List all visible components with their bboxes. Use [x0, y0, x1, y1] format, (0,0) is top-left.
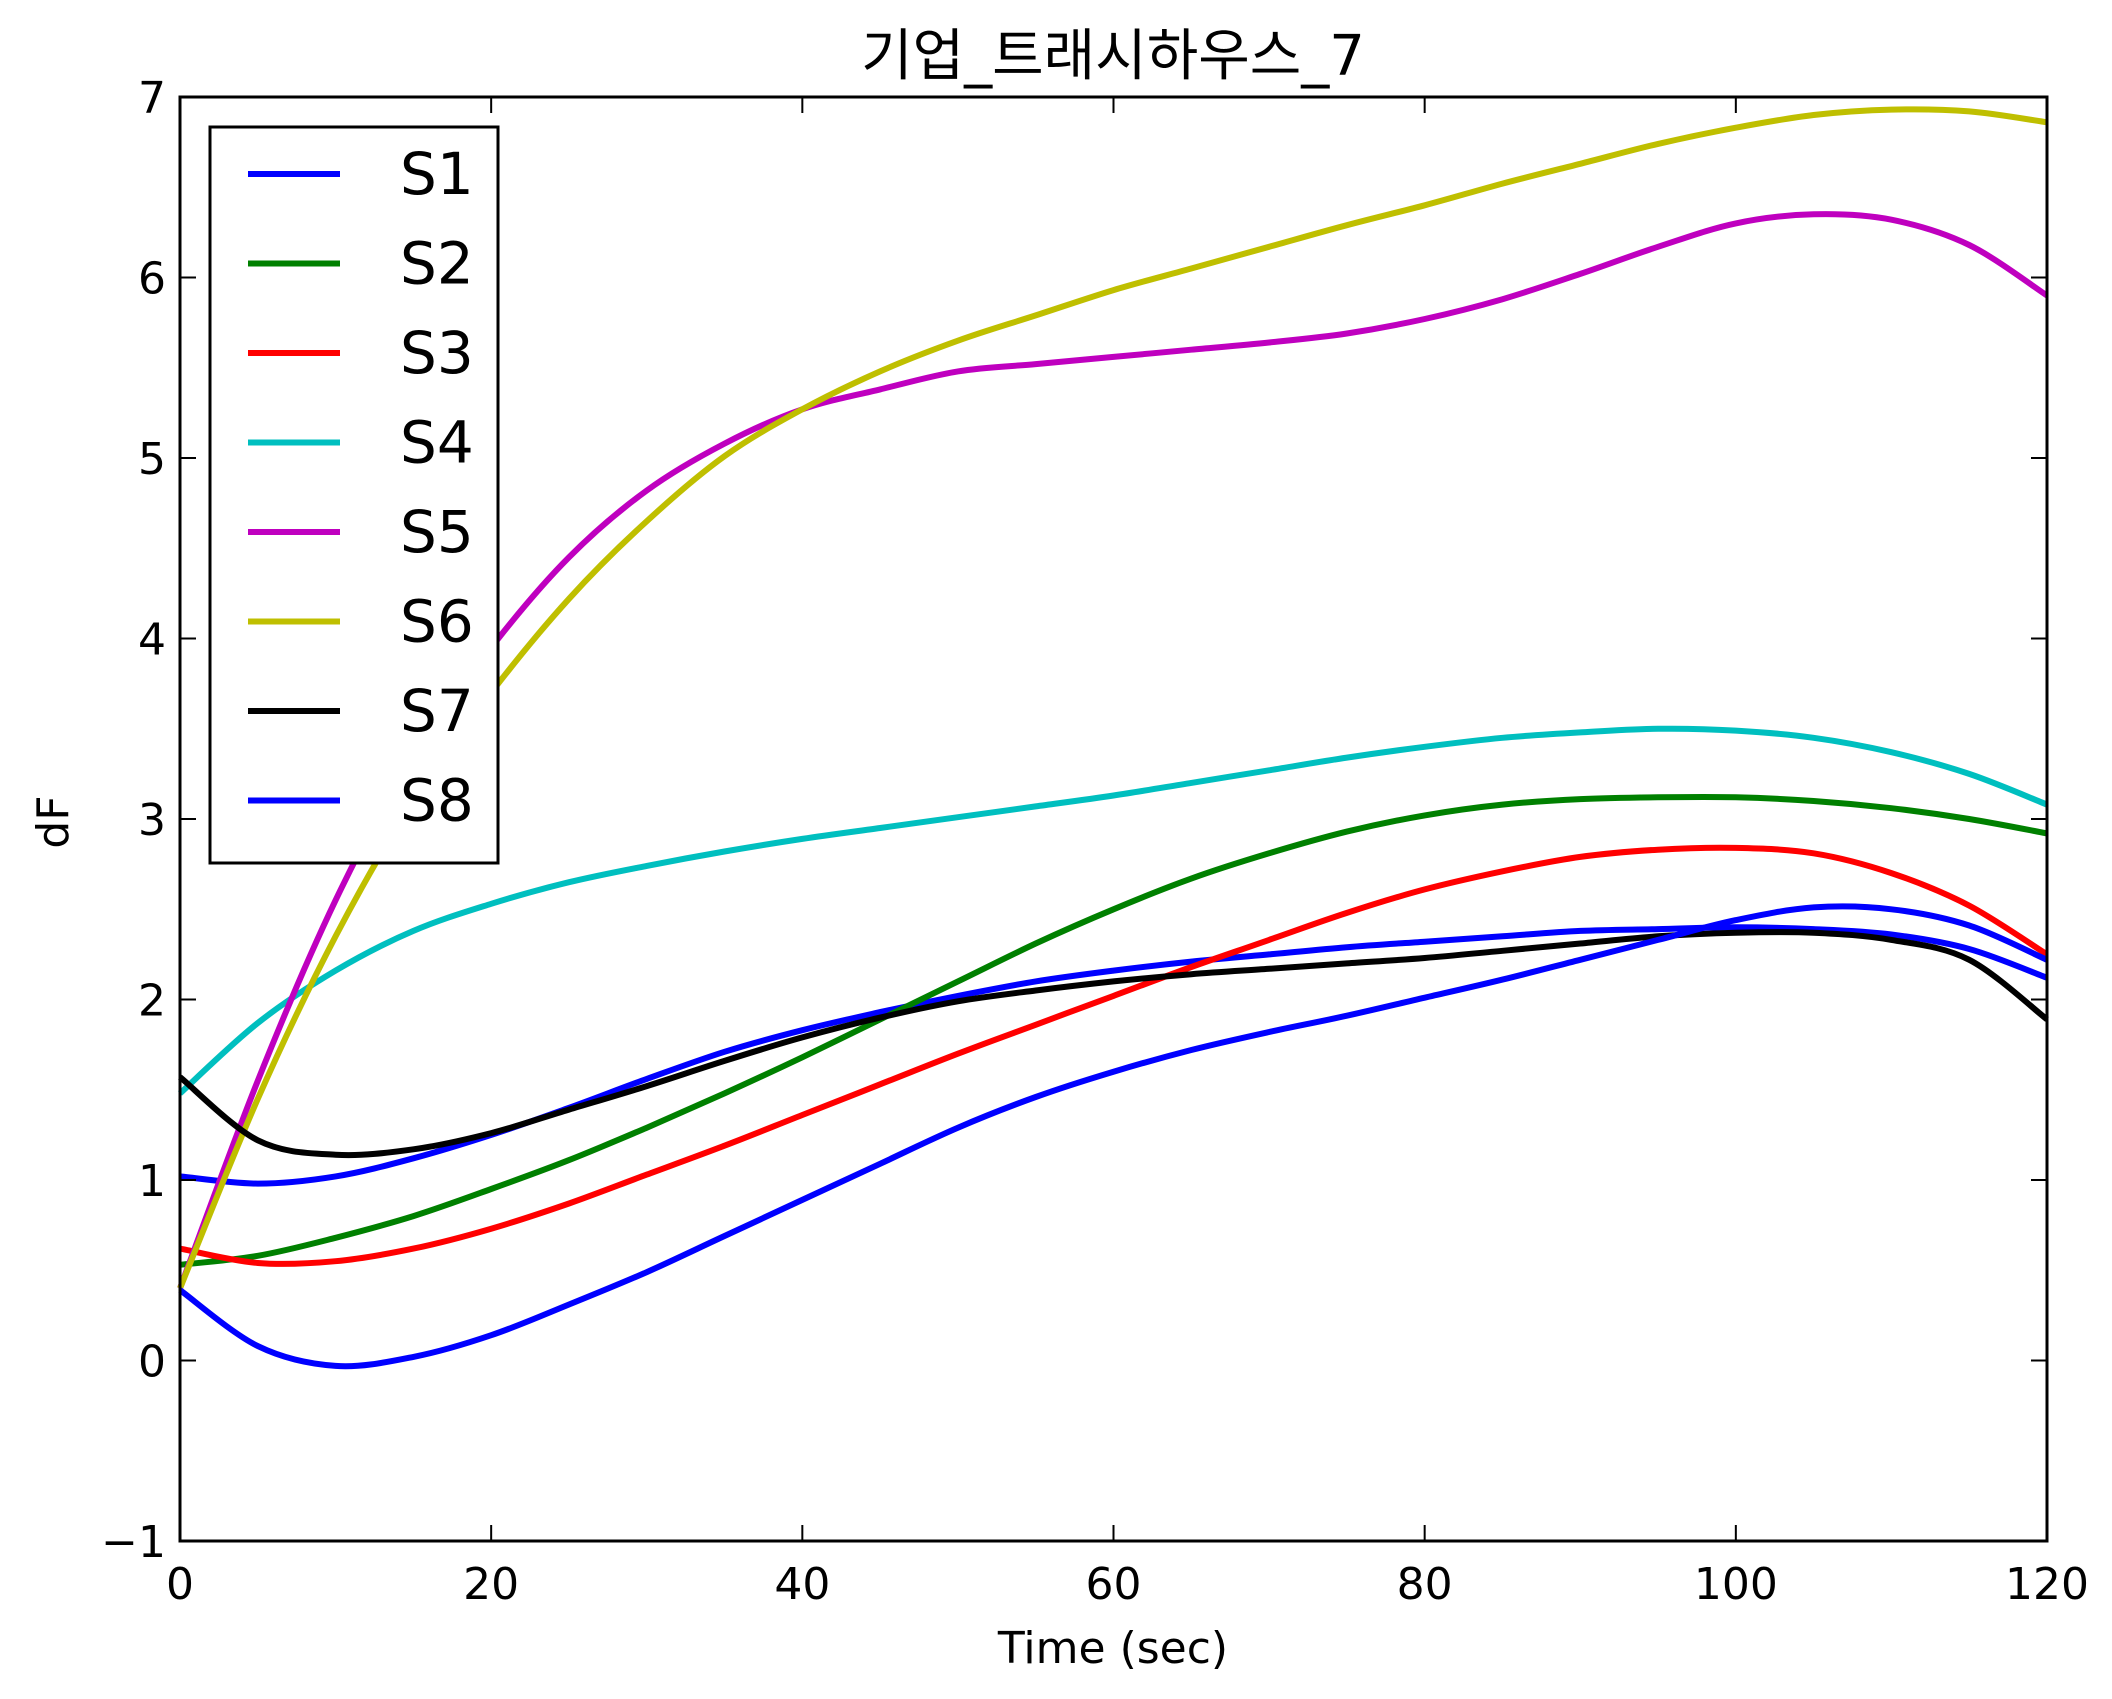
- legend-label: S8: [400, 767, 474, 835]
- x-tick-label: 20: [463, 1559, 519, 1610]
- legend-label: S1: [400, 140, 474, 208]
- y-axis-label: dF: [28, 795, 79, 848]
- legend-label: S2: [400, 230, 474, 298]
- plot-area-frame: [178, 95, 2049, 1543]
- legend-label: S5: [400, 498, 474, 566]
- y-tick-label: 7: [138, 73, 166, 124]
- series-line-s2: [179, 793, 2048, 1268]
- y-tick-label: 5: [138, 434, 166, 485]
- series-line-s4: [177, 725, 2049, 1096]
- x-tick-label: 100: [1694, 1559, 1778, 1610]
- series-line-s8: [178, 903, 2049, 1370]
- x-axis-label: Time (sec): [997, 1623, 1228, 1674]
- y-tick-label: 2: [138, 976, 166, 1027]
- series-layer: [177, 106, 2049, 1370]
- legend-label: S7: [400, 677, 474, 745]
- y-tick-label: 0: [138, 1337, 166, 1388]
- y-tick-label: 6: [138, 254, 166, 305]
- x-tick-label: 120: [2005, 1559, 2089, 1610]
- x-tick-label: 0: [166, 1559, 194, 1610]
- x-tick-label: 80: [1397, 1559, 1453, 1610]
- legend-label: S6: [400, 588, 474, 656]
- y-tick-label: 1: [138, 1156, 166, 1207]
- legend-label: S3: [400, 319, 474, 387]
- y-tick-label: 3: [138, 795, 166, 846]
- y-tick-label: 4: [138, 615, 166, 666]
- x-tick-label: 60: [1086, 1559, 1142, 1610]
- x-tick-label: 40: [774, 1559, 830, 1610]
- y-tick-label: −1: [101, 1517, 166, 1568]
- series-line-s7: [178, 929, 2049, 1159]
- legend-box: [208, 125, 500, 865]
- legend-label: S4: [400, 409, 474, 477]
- legend: S1 S2 S3 S4 S5 S6 S7 S8: [208, 125, 500, 865]
- chart-title: 기업_트래시하우스_7: [861, 24, 1365, 89]
- series-line-s3: [179, 844, 2049, 1267]
